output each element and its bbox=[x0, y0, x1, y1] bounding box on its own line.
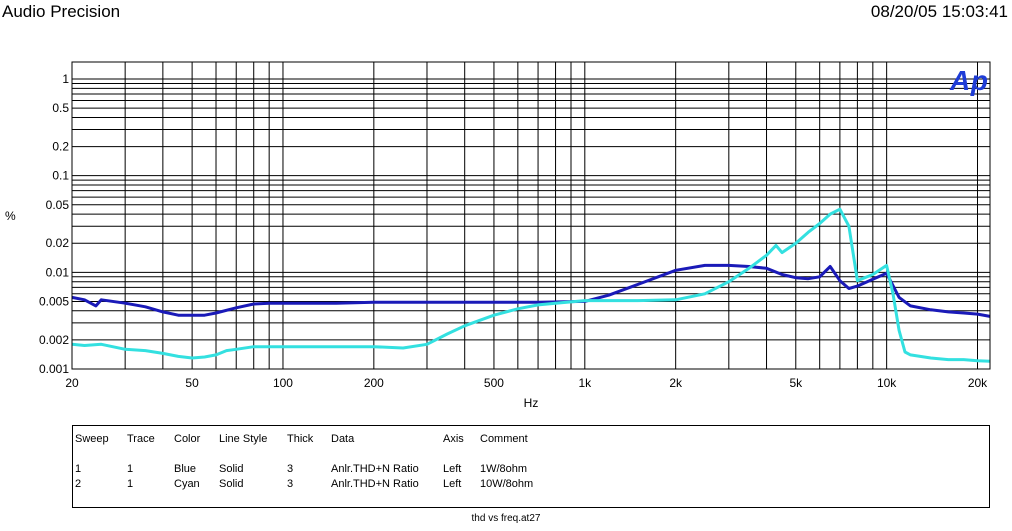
y-tick-label: 0.5 bbox=[52, 101, 69, 115]
y-tick-label: 0.2 bbox=[52, 140, 69, 154]
timestamp: 08/20/05 15:03:41 bbox=[870, 2, 1008, 21]
legend-header-cell: Comment bbox=[480, 433, 528, 445]
y-tick-label: 0.01 bbox=[46, 265, 70, 279]
x-tick-label: 20k bbox=[968, 376, 988, 390]
series-line-2 bbox=[71, 207, 991, 363]
y-tick-label: 0.02 bbox=[46, 236, 70, 250]
x-tick-label: 10k bbox=[877, 376, 897, 390]
legend-cell: 1W/8ohm bbox=[480, 463, 528, 475]
thd-vs-frequency-chart: 20 50 100 200 500 1k 2k 5k 10k 20k 0.001 0.002 0.005… bbox=[5, 61, 991, 410]
x-tick-label: 200 bbox=[364, 376, 384, 390]
x-tick-label: 50 bbox=[185, 376, 199, 390]
plot-frame bbox=[71, 61, 991, 370]
y-tick-label: 0.005 bbox=[39, 294, 69, 308]
grid bbox=[72, 62, 990, 369]
legend-cell: 1 bbox=[127, 463, 134, 475]
legend-header-cell: Color bbox=[174, 433, 201, 445]
legend-cell: Solid bbox=[219, 463, 244, 475]
y-tick-label: 1 bbox=[62, 72, 69, 86]
y-axis-label: % bbox=[5, 209, 16, 223]
legend-cell: Cyan bbox=[174, 478, 200, 490]
legend-cell: 1 bbox=[127, 478, 134, 490]
footer-filename: thd vs freq.at27 bbox=[471, 513, 541, 524]
legend-header-cell: Trace bbox=[127, 433, 155, 445]
series-lines bbox=[71, 207, 991, 363]
legend-header-cell: Thick bbox=[287, 433, 314, 445]
x-axis-label: Hz bbox=[524, 396, 539, 410]
legend-cell: 10W/8ohm bbox=[480, 478, 534, 490]
tick-labels: 20 50 100 200 500 1k 2k 5k 10k 20k 0.001 0.002 0.005… bbox=[39, 72, 988, 390]
legend-cell: 2 bbox=[75, 478, 82, 490]
y-tick-label: 0.05 bbox=[46, 198, 70, 212]
y-tick-label: 0.1 bbox=[52, 169, 69, 183]
legend-cell: 1 bbox=[75, 463, 82, 475]
x-tick-label: 5k bbox=[789, 376, 803, 390]
series-line-1 bbox=[71, 263, 991, 318]
ap-logo: Ap bbox=[949, 65, 988, 96]
x-tick-label: 1k bbox=[578, 376, 592, 390]
legend-header-cell: Line Style bbox=[219, 433, 268, 445]
legend-cell: Left bbox=[443, 478, 462, 490]
legend-cell: Anlr.THD+N Ratio bbox=[331, 463, 419, 475]
x-tick-label: 20 bbox=[65, 376, 79, 390]
legend-cell: Anlr.THD+N Ratio bbox=[331, 478, 419, 490]
legend-header-cell: Data bbox=[331, 433, 355, 445]
legend-cell: Blue bbox=[174, 463, 197, 475]
y-tick-label: 0.001 bbox=[39, 362, 69, 376]
x-tick-label: 2k bbox=[669, 376, 683, 390]
app-title: Audio Precision bbox=[2, 2, 121, 21]
legend-cell: Left bbox=[443, 463, 462, 475]
x-tick-label: 100 bbox=[273, 376, 293, 390]
legend-table: Sweep Trace Color Line Style Thick Data Axis Co… bbox=[72, 425, 990, 508]
legend-cell: 3 bbox=[287, 478, 294, 490]
legend-header-cell: Sweep bbox=[75, 433, 109, 445]
y-tick-label: 0.002 bbox=[39, 333, 69, 347]
x-tick-label: 500 bbox=[484, 376, 504, 390]
legend-header-cell: Axis bbox=[443, 433, 464, 445]
legend-cell: Solid bbox=[219, 478, 244, 490]
legend-cell: 3 bbox=[287, 463, 294, 475]
